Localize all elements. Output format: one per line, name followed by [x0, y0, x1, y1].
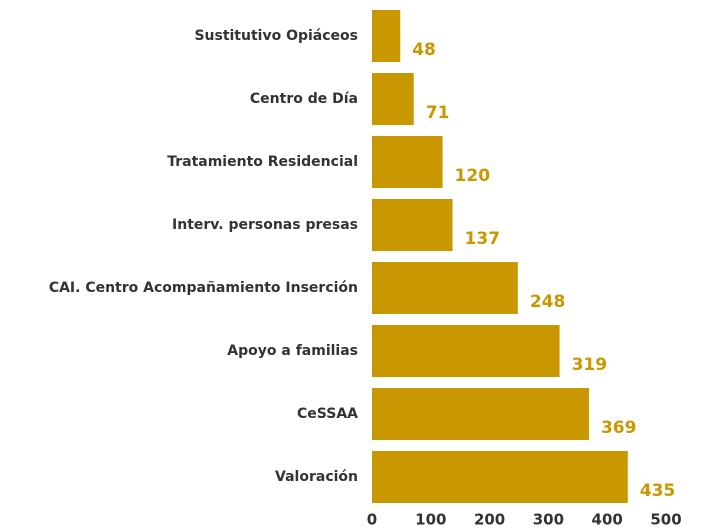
value-label: 48: [412, 40, 436, 60]
bar: [372, 262, 518, 314]
bar: [372, 73, 414, 125]
category-label: CeSSAA: [297, 406, 358, 422]
value-label: 319: [572, 355, 608, 375]
category-label: CAI. Centro Acompañamiento Inserción: [49, 280, 358, 296]
x-tick-label: 400: [592, 511, 623, 529]
bar: [372, 451, 628, 503]
bar: [372, 325, 560, 377]
bar: [372, 10, 401, 62]
bar: [372, 388, 589, 440]
x-tick-label: 300: [533, 511, 564, 529]
category-label: Sustitutivo Opiáceos: [194, 28, 358, 44]
value-label: 120: [455, 166, 491, 186]
category-label: Tratamiento Residencial: [167, 154, 358, 170]
value-label: 248: [530, 292, 566, 312]
x-tick-label: 100: [415, 511, 446, 529]
category-label: Interv. personas presas: [172, 217, 358, 233]
category-label: Apoyo a familias: [227, 343, 358, 359]
value-label: 435: [640, 481, 676, 501]
bar: [372, 199, 453, 251]
bar: [372, 136, 443, 188]
x-tick-label: 0: [367, 511, 377, 529]
value-label: 71: [426, 103, 450, 123]
x-tick-label: 500: [650, 511, 681, 529]
value-label: 369: [601, 418, 637, 438]
x-tick-label: 200: [474, 511, 505, 529]
category-label: Centro de Día: [250, 91, 358, 107]
value-label: 137: [465, 229, 501, 249]
category-label: Valoración: [275, 469, 358, 485]
